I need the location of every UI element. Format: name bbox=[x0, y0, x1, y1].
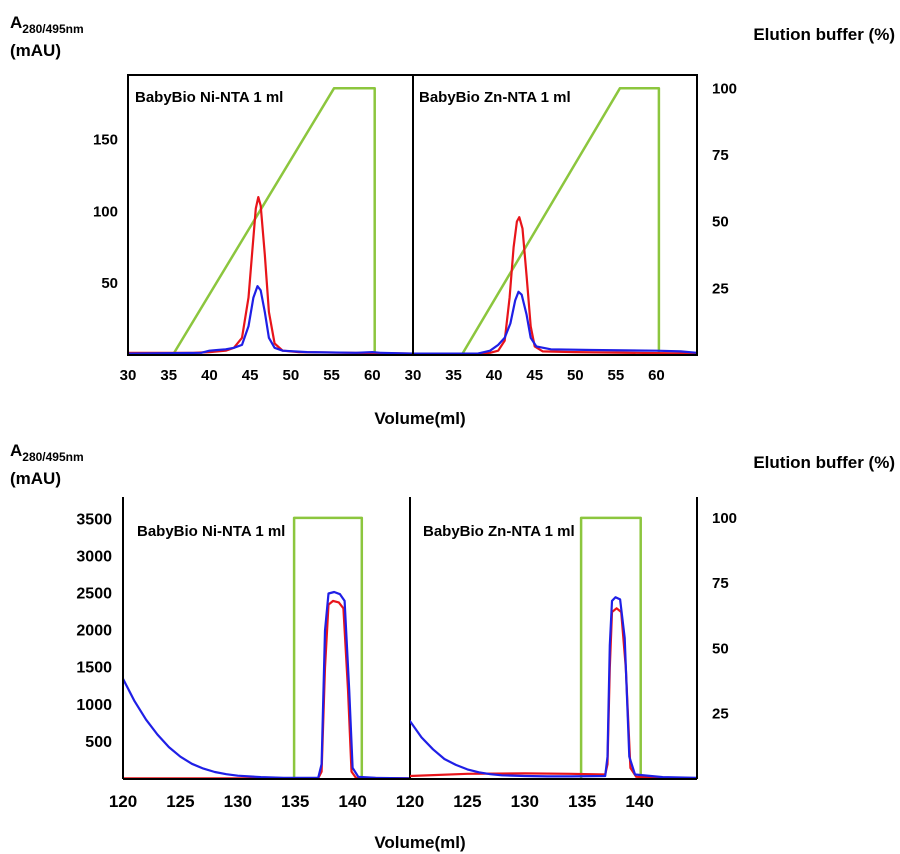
top-left-blue-trace bbox=[128, 285, 413, 355]
bottom-left-y-tick-label: 500 bbox=[85, 734, 112, 751]
bottom-right-x-tick-label: 120 bbox=[396, 792, 424, 811]
top-left-x-tick-label: 50 bbox=[283, 367, 300, 384]
bottom-left-y-tick-label: 1000 bbox=[76, 697, 112, 714]
bottom-left-y-tick-label: 2000 bbox=[76, 623, 112, 640]
top-right-x-tick-label: 40 bbox=[486, 367, 503, 384]
bottom-left-y-tick-label: 1500 bbox=[76, 660, 112, 677]
bottom-left-blue-trace bbox=[123, 590, 410, 779]
top-left-y-tick-label: 100 bbox=[93, 203, 118, 220]
top-left-x-tick-label: 35 bbox=[160, 367, 177, 384]
bottom-left-x-tick-label: 135 bbox=[281, 792, 309, 811]
bottom-left-axis-title: A280/495nm bbox=[10, 441, 84, 464]
top-right-x-tick-label: 35 bbox=[445, 367, 462, 384]
bottom-left-y-tick-label: 3000 bbox=[76, 548, 112, 565]
bottom-right-axis-title: Elution buffer (%) bbox=[753, 453, 895, 472]
top-right-axis-title: Elution buffer (%) bbox=[753, 25, 895, 44]
top-right-x-tick-label: 60 bbox=[648, 367, 665, 384]
top-right-x-tick-label: 30 bbox=[405, 367, 422, 384]
bottom-left-axis-unit: (mAU) bbox=[10, 469, 61, 488]
bottom-right-chart: BabyBio Zn-NTA 1 ml 25 50 75 100 120 125 130 1… bbox=[396, 497, 737, 811]
top-right-blue-trace bbox=[413, 290, 697, 355]
top-left-x-tick-label: 45 bbox=[242, 367, 259, 384]
bottom-figure: A280/495nm (mAU) Elution buffer (%) Baby… bbox=[10, 441, 895, 852]
top-left-axis-title: A280/495nm bbox=[10, 13, 84, 36]
bottom-right-red-trace bbox=[410, 607, 697, 779]
top-left-green-gradient-trace bbox=[171, 87, 376, 355]
top-right-chart-title: BabyBio Zn-NTA 1 ml bbox=[419, 89, 571, 106]
bottom-right-y2-tick-label: 75 bbox=[712, 575, 729, 592]
bottom-left-x-tick-label: 130 bbox=[224, 792, 252, 811]
top-right-x-tick-label: 50 bbox=[567, 367, 584, 384]
top-right-y2-tick-label: 50 bbox=[712, 214, 729, 231]
top-left-x-tick-label: 40 bbox=[201, 367, 218, 384]
top-right-y2-tick-label: 75 bbox=[712, 147, 729, 164]
top-left-x-tick-label: 30 bbox=[120, 367, 137, 384]
bottom-left-chart: BabyBio Ni-NTA 1 ml 500 1000 1500 2000 2500 3… bbox=[76, 497, 411, 811]
bottom-right-x-tick-label: 125 bbox=[453, 792, 481, 811]
bottom-x-axis-title: Volume(ml) bbox=[374, 833, 465, 852]
top-left-chart: BabyBio Ni-NTA 1 ml 50 100 150 30 35 40 45 50 5… bbox=[93, 74, 414, 384]
top-left-x-tick-label: 60 bbox=[364, 367, 381, 384]
bottom-left-x-tick-label: 120 bbox=[109, 792, 137, 811]
top-right-green-gradient-trace bbox=[460, 87, 661, 355]
bottom-right-y2-tick-label: 50 bbox=[712, 640, 729, 657]
bottom-left-red-trace bbox=[123, 599, 410, 779]
top-x-axis-title: Volume(ml) bbox=[374, 409, 465, 428]
bottom-left-y-tick-label: 2500 bbox=[76, 585, 112, 602]
bottom-left-x-tick-label: 140 bbox=[338, 792, 366, 811]
top-left-chart-title: BabyBio Ni-NTA 1 ml bbox=[135, 89, 283, 106]
top-right-chart: BabyBio Zn-NTA 1 ml 25 50 75 100 30 35 40 45 50… bbox=[405, 74, 737, 384]
top-right-x-tick-label: 55 bbox=[608, 367, 625, 384]
bottom-right-x-tick-label: 140 bbox=[625, 792, 653, 811]
bottom-left-x-tick-label: 125 bbox=[166, 792, 194, 811]
top-right-y2-tick-label: 100 bbox=[712, 80, 737, 97]
top-left-x-tick-label: 55 bbox=[323, 367, 340, 384]
top-left-y-tick-label: 50 bbox=[101, 275, 118, 292]
bottom-right-x-tick-label: 130 bbox=[511, 792, 539, 811]
top-right-red-trace bbox=[413, 216, 697, 355]
top-left-red-trace bbox=[128, 196, 413, 355]
top-left-plot-frame bbox=[127, 74, 414, 356]
bottom-right-y2-tick-label: 25 bbox=[712, 706, 729, 723]
top-left-y-tick-label: 150 bbox=[93, 132, 118, 149]
bottom-left-chart-title: BabyBio Ni-NTA 1 ml bbox=[137, 523, 285, 540]
bottom-right-y2-tick-label: 100 bbox=[712, 510, 737, 527]
bottom-left-green-gradient-trace bbox=[292, 516, 364, 779]
top-right-plot-frame bbox=[412, 74, 698, 356]
top-figure: A280/495nm (mAU) Elution buffer (%) Baby… bbox=[10, 13, 895, 428]
top-right-x-tick-label: 45 bbox=[526, 367, 543, 384]
bottom-right-x-tick-label: 135 bbox=[568, 792, 596, 811]
top-right-y2-tick-label: 25 bbox=[712, 280, 729, 297]
top-left-axis-unit: (mAU) bbox=[10, 41, 61, 60]
bottom-right-green-gradient-trace bbox=[579, 516, 642, 779]
bottom-right-chart-title: BabyBio Zn-NTA 1 ml bbox=[423, 523, 575, 540]
bottom-right-blue-trace bbox=[410, 596, 697, 779]
bottom-left-y-tick-label: 3500 bbox=[76, 511, 112, 528]
